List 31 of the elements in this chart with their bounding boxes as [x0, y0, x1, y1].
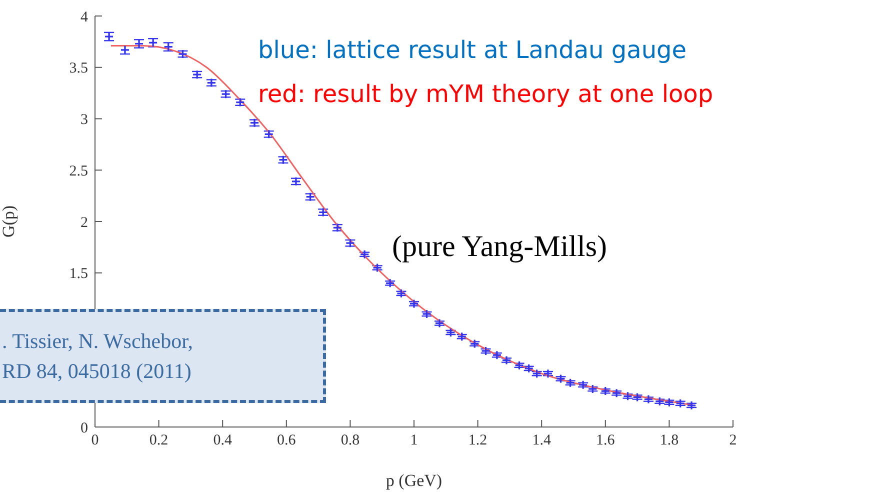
- y-tick-label: 2.5: [69, 163, 88, 180]
- y-tick-label: 1.5: [69, 266, 88, 282]
- annotation: . Tissier, N. Wschebor,: [2, 328, 194, 355]
- x-tick-label: 0.8: [340, 432, 360, 449]
- annotation: red: result by mYM theory at one loop: [258, 80, 714, 108]
- point: [372, 262, 382, 273]
- point: [470, 338, 480, 349]
- x-axis-title: p (GeV): [386, 471, 442, 490]
- x-tick-label: 1.8: [660, 432, 679, 449]
- y-tick-label: 0: [80, 420, 88, 436]
- x-tick-label: 0: [91, 432, 99, 449]
- annotation: (pure Yang-Mills): [392, 230, 607, 264]
- y-tick-label: 2: [80, 214, 88, 231]
- citation-box: . Tissier, N. Wschebor, RD 84, 045018 (2011): [0, 309, 326, 403]
- x-tick-label: 2: [729, 432, 737, 449]
- x-tick-label: 1: [410, 432, 418, 449]
- point: [434, 318, 444, 328]
- annotation: blue: lattice result at Landau gauge: [258, 36, 687, 64]
- x-tick-label: 1.2: [468, 432, 488, 449]
- x-tick-label: 1.6: [596, 432, 616, 449]
- point: [409, 298, 419, 308]
- y-tick-label: 4: [80, 9, 88, 26]
- y-axis-title: G(p): [0, 205, 18, 238]
- x-tick-label: 1.4: [532, 432, 552, 449]
- y-tick-label: 3.5: [69, 60, 88, 77]
- x-tick-label: 0.4: [213, 432, 232, 449]
- x-tick-label: 0.6: [277, 432, 296, 449]
- y-tick-label: 3: [80, 112, 88, 128]
- point: [385, 278, 395, 288]
- annotation: RD 84, 045018 (2011): [2, 358, 192, 385]
- x-tick-label: 0.2: [149, 432, 168, 449]
